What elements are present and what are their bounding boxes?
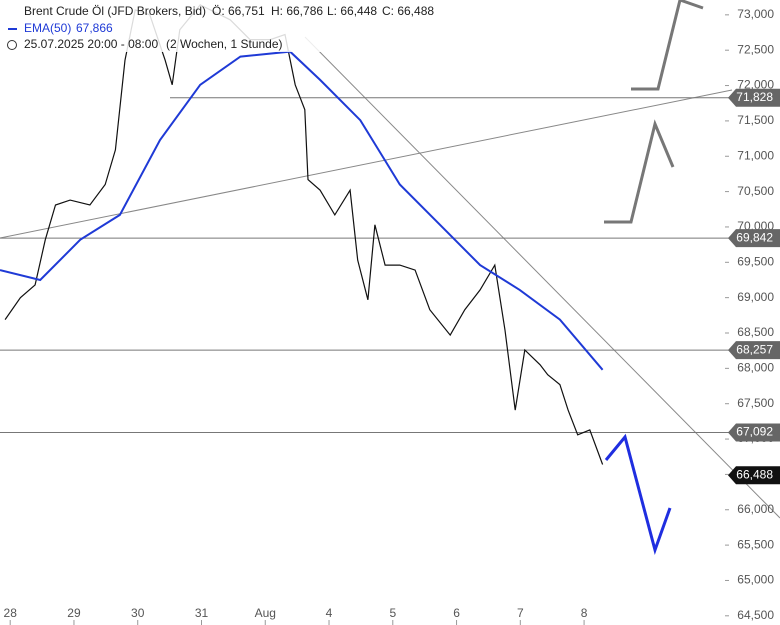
x-tick-label: 7 [517, 606, 524, 620]
y-tick-label: 65,000 [737, 573, 774, 587]
open: Ö: 66,751 [212, 4, 265, 18]
y-tick-label: 71,000 [737, 148, 774, 162]
y-tick-label: 72,500 [737, 42, 774, 56]
y-tick-label: 69,000 [737, 290, 774, 304]
trendline [304, 36, 780, 519]
indicator-value: 67,866 [76, 21, 113, 35]
level-tag [728, 423, 780, 442]
y-tick-label: 69,500 [737, 254, 774, 268]
range: 25.07.2025 20:00 - 08:00 [24, 37, 158, 51]
x-tick-label: 28 [4, 606, 18, 620]
projection [604, 433, 672, 556]
trendline [0, 89, 733, 239]
level-tag [728, 341, 780, 360]
period: (2 Wochen, 1 Stunde) [166, 37, 283, 51]
level-label: 68,257 [736, 342, 773, 356]
x-tick-label: 5 [389, 606, 396, 620]
legend-bg [0, 0, 500, 52]
x-tick-label: 31 [195, 606, 209, 620]
high: H: 66,786 [271, 4, 323, 18]
y-tick-label: 68,500 [737, 325, 774, 339]
y-tick-label: 67,500 [737, 396, 774, 410]
series-line [0, 50, 604, 371]
y-tick-label: 72,000 [737, 78, 774, 92]
title: Brent Crude Öl (JFD Brokers, Bid) [24, 4, 206, 18]
y-tick-label: 68,000 [737, 361, 774, 375]
y-tick-label: 66,000 [737, 502, 774, 516]
indicator: EMA(50) [24, 21, 71, 35]
x-tick-label: 8 [581, 606, 588, 620]
clock-icon [7, 40, 17, 50]
level-tag [728, 229, 780, 248]
low: L: 66,448 [327, 4, 377, 18]
x-tick-label: Aug [255, 606, 276, 620]
last-price-tag [728, 466, 780, 485]
y-tick-label: 65,500 [737, 537, 774, 551]
y-tick-label: 71,500 [737, 113, 774, 127]
legend-swatch [8, 28, 17, 30]
x-tick-label: 30 [131, 606, 145, 620]
pattern-icon [631, 0, 704, 91]
series-line [4, 4, 604, 465]
close: C: 66,488 [382, 4, 434, 18]
level-label: 69,842 [736, 230, 773, 244]
y-tick-label: 70,500 [737, 184, 774, 198]
level-tag [728, 88, 780, 107]
level-label: 67,092 [736, 425, 773, 439]
last-price-label: 66,488 [736, 467, 773, 481]
y-tick-label: 64,500 [737, 608, 774, 622]
x-tick-label: 29 [67, 606, 81, 620]
pattern-icon [604, 119, 675, 224]
x-tick-label: 4 [326, 606, 333, 620]
x-tick-label: 6 [453, 606, 460, 620]
y-tick-label: 73,000 [737, 7, 774, 21]
level-label: 71,828 [736, 90, 773, 104]
